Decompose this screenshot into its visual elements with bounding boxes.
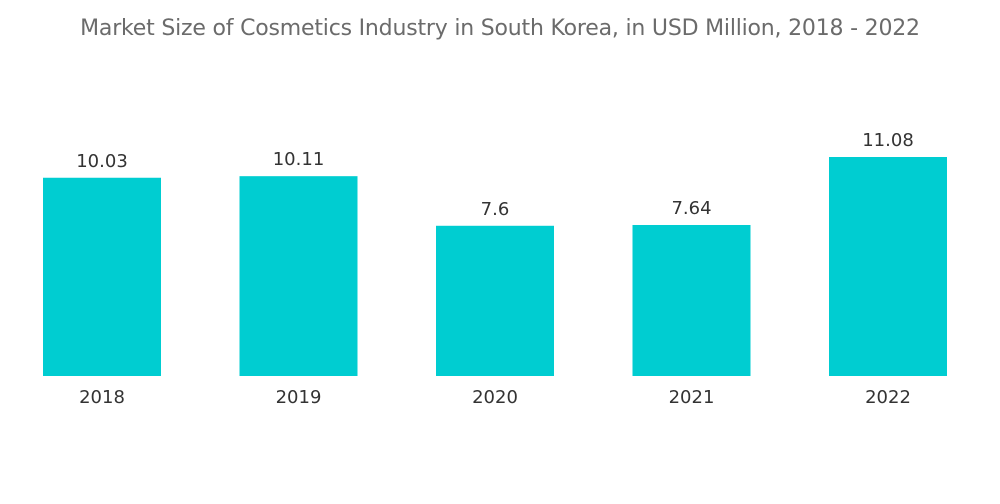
- bar-2021: [632, 224, 751, 376]
- value-label-2020: 7.6: [481, 199, 510, 220]
- chart-title: Market Size of Cosmetics Industry in Sou…: [80, 16, 920, 41]
- category-label-2021: 2021: [669, 387, 715, 408]
- value-label-2022: 11.08: [862, 130, 914, 151]
- bar-2020: [436, 225, 554, 376]
- category-label-2022: 2022: [865, 387, 911, 408]
- bar-2018: [43, 177, 161, 376]
- value-label-2021: 7.64: [671, 198, 711, 219]
- bar-2022: [829, 157, 947, 376]
- category-labels-group: 2018 2019 2020 2021 2022: [79, 387, 911, 408]
- value-label-2018: 10.03: [76, 151, 128, 172]
- value-label-2019: 10.11: [273, 149, 325, 170]
- bar-2019: [239, 176, 358, 376]
- bars-group: [43, 157, 947, 376]
- value-labels-group: 10.03 10.11 7.6 7.64 11.08: [76, 130, 914, 220]
- category-label-2019: 2019: [276, 387, 322, 408]
- category-label-2020: 2020: [472, 387, 518, 408]
- category-label-2018: 2018: [79, 387, 125, 408]
